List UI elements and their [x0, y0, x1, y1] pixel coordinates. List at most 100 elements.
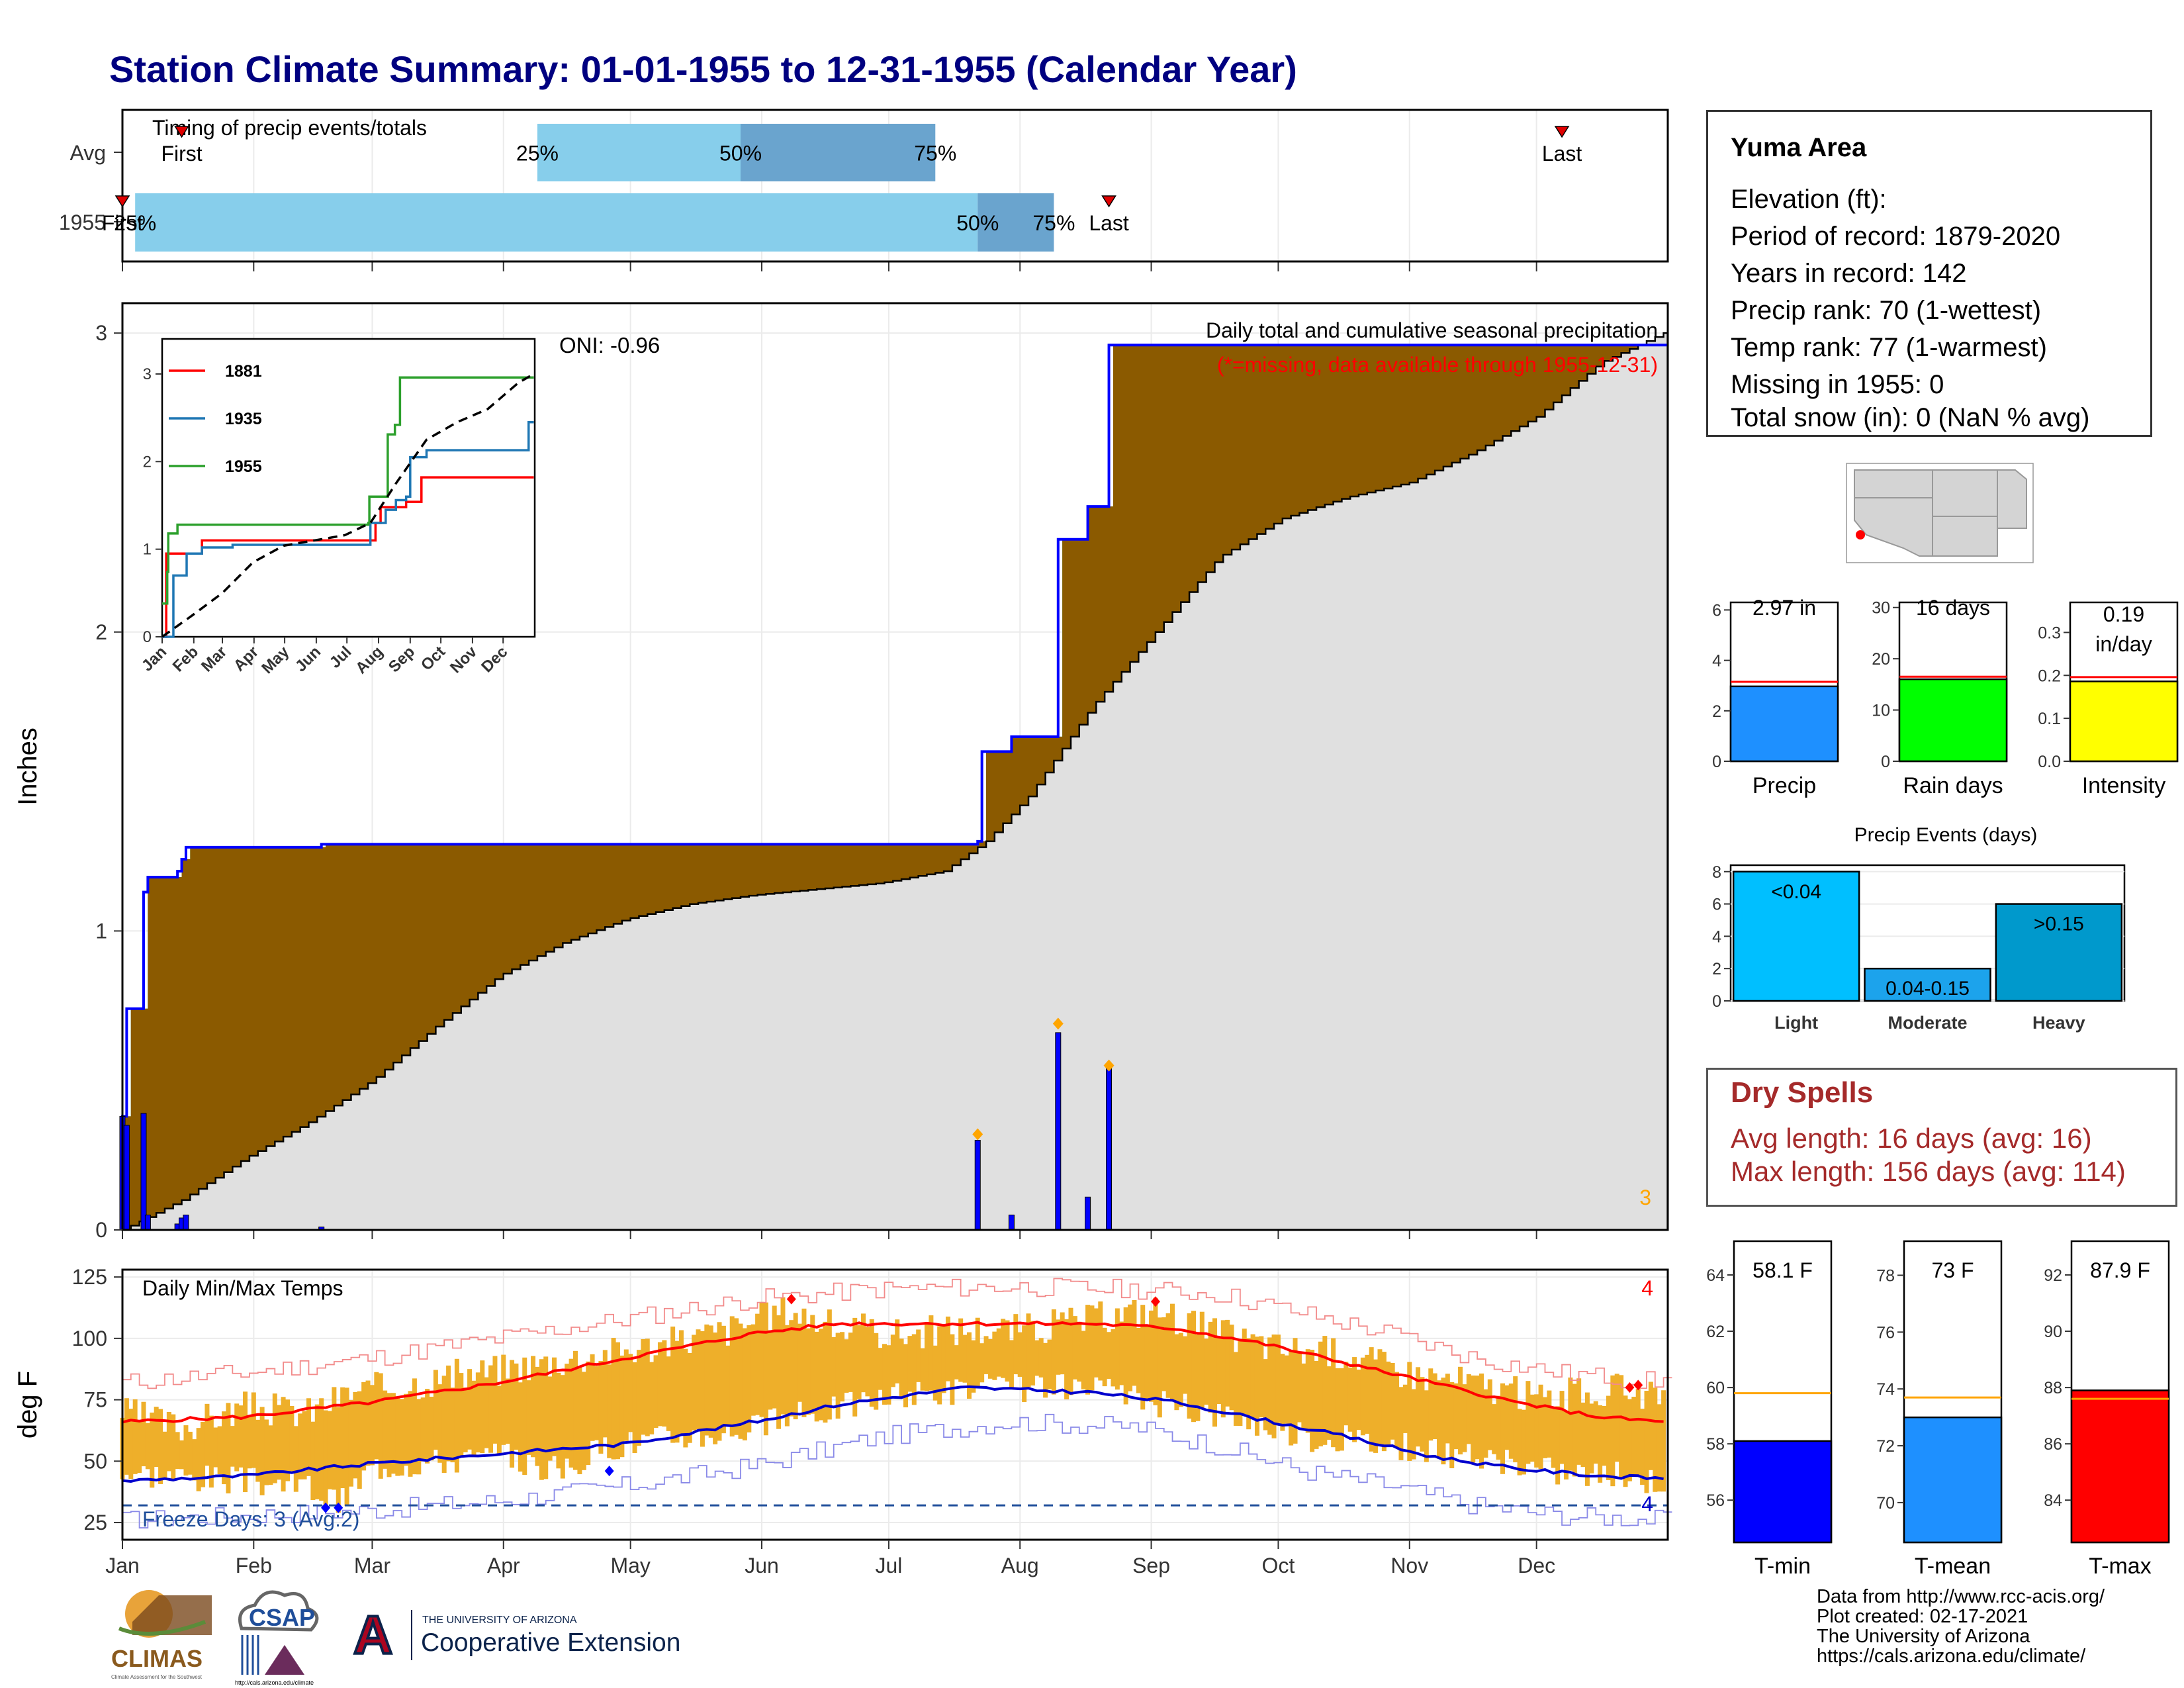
- temp-daily-bar: [222, 1411, 227, 1485]
- temp-daily-bar: [590, 1354, 595, 1441]
- temp-summary-value-T-mean: 73 F: [1931, 1258, 1974, 1282]
- temp-daily-bar: [987, 1338, 993, 1379]
- temp-panel: 25 50 75 100 125 deg F Daily Min/Max Temps 4…: [13, 1265, 1672, 1577]
- temp-daily-bar: [1017, 1332, 1023, 1377]
- temp-summary-label-T-min: T-min: [1754, 1554, 1811, 1579]
- csap-mountain-icon: [265, 1645, 304, 1675]
- temp-daily-bar: [1242, 1329, 1247, 1414]
- temp-daily-bar: [1606, 1395, 1611, 1481]
- temp-daily-bar: [463, 1387, 468, 1452]
- temp-daily-bar: [437, 1384, 443, 1463]
- temp-summary-label-T-mean: T-mean: [1915, 1554, 1991, 1579]
- temp-daily-bar: [819, 1329, 824, 1421]
- temp-daily-bar: [1322, 1336, 1328, 1445]
- temp-daily-bar: [217, 1426, 222, 1475]
- temp-daily-bar: [1107, 1332, 1112, 1379]
- temp-daily-bar: [539, 1359, 544, 1480]
- temp-daily-bar: [784, 1325, 790, 1427]
- temp-daily-bar: [531, 1356, 536, 1458]
- temp-daily-bar: [1174, 1334, 1179, 1411]
- climas-logo: CLIMAS Climate Assessment for the Southw…: [111, 1590, 212, 1680]
- summary-y-tick-label: 0: [1712, 753, 1721, 771]
- temp-daily-bar: [1263, 1359, 1268, 1430]
- temp-daily-bar: [581, 1372, 586, 1470]
- events-y-tick-label: 4: [1712, 927, 1721, 946]
- precip-y-tick-label: 1: [95, 919, 107, 943]
- temp-daily-bar: [827, 1309, 832, 1420]
- temp-daily-bar: [1635, 1389, 1641, 1476]
- temp-daily-bar: [1631, 1397, 1637, 1476]
- summary-y-tick-label: 6: [1712, 601, 1721, 620]
- temp-daily-bar: [890, 1335, 895, 1387]
- temp-daily-bar: [751, 1324, 756, 1416]
- temp-daily-bar: [950, 1334, 955, 1405]
- temp-daily-bar: [1386, 1361, 1391, 1445]
- temp-daily-bar: [941, 1324, 946, 1393]
- temp-daily-bar: [1165, 1313, 1171, 1398]
- temp-daily-bar: [1602, 1405, 1607, 1466]
- temp-daily-bar: [1199, 1311, 1205, 1408]
- timing-first-marker: [114, 195, 130, 208]
- temp-record-low-marker: [334, 1502, 343, 1513]
- temp-daily-bar: [1284, 1355, 1289, 1424]
- temp-daily-bar: [1085, 1305, 1091, 1395]
- temp-daily-bar: [1119, 1321, 1124, 1385]
- month-label: Oct: [1262, 1554, 1295, 1577]
- temp-daily-bar: [162, 1431, 167, 1480]
- temp-record-high-marker: [1633, 1380, 1643, 1391]
- temp-daily-bar: [878, 1348, 883, 1390]
- temp-daily-bar: [1576, 1378, 1582, 1465]
- temp-daily-bar: [814, 1331, 819, 1422]
- summary-value-Rain days: 16 days: [1916, 596, 1990, 620]
- temp-daily-bar: [310, 1421, 316, 1501]
- temp-daily-bar: [835, 1333, 841, 1419]
- temp-title: Daily Min/Max Temps: [142, 1276, 343, 1300]
- temp-daily-bar: [657, 1342, 662, 1427]
- temp-ylabel: deg F: [13, 1371, 42, 1438]
- temp-daily-bar: [1504, 1385, 1510, 1450]
- temp-daily-bar: [1377, 1349, 1383, 1446]
- summary-y-tick-label: 0.3: [2038, 624, 2061, 642]
- temp-daily-bar: [344, 1387, 349, 1507]
- temp-daily-bar: [1153, 1297, 1158, 1405]
- temp-daily-bar: [446, 1365, 451, 1462]
- temp-daily-bar: [1661, 1390, 1666, 1492]
- temp-daily-bar: [1402, 1384, 1408, 1433]
- temp-daily-bar: [547, 1376, 553, 1461]
- timing-last-label: Last: [1089, 211, 1129, 235]
- temp-daily-bar: [1411, 1389, 1416, 1460]
- precip-daily-bar: [1008, 1214, 1015, 1231]
- temp-daily-bar: [882, 1344, 887, 1405]
- temp-daily-bar: [670, 1327, 676, 1443]
- temp-daily-bar: [573, 1350, 578, 1470]
- temp-daily-bar: [852, 1317, 858, 1417]
- temp-daily-bar: [979, 1343, 985, 1383]
- temp-daily-bar: [1178, 1333, 1183, 1407]
- temp-record-low-marker: [604, 1466, 614, 1477]
- precip-daily-bar: [144, 1214, 151, 1231]
- station-info-box: Yuma Area Elevation (ft): Period of reco…: [1706, 110, 2152, 437]
- station-years: Years in record: 142: [1731, 259, 1967, 288]
- month-label: Dec: [1518, 1554, 1555, 1577]
- summary-y-tick-label: 0.0: [2038, 753, 2061, 771]
- temp-daily-bar: [1161, 1317, 1167, 1391]
- temp-summary-y-tick-label: 72: [1876, 1437, 1895, 1456]
- temp-daily-bar: [911, 1334, 917, 1405]
- temp-summary-y-tick-label: 92: [2044, 1266, 2062, 1285]
- temp-summary-label-T-max: T-max: [2089, 1554, 2151, 1579]
- temp-daily-bar: [1310, 1350, 1315, 1452]
- temp-daily-bar: [916, 1329, 921, 1382]
- temp-daily-bar: [433, 1370, 438, 1450]
- timing-bar-q3: [978, 193, 1054, 252]
- temp-daily-bar: [1492, 1404, 1497, 1454]
- temp-summary-y-tick-label: 76: [1876, 1323, 1895, 1342]
- temp-summary-y-tick-label: 88: [2044, 1379, 2062, 1397]
- summary-label-Rain days: Rain days: [1903, 773, 2003, 798]
- summary-y-tick-label: 30: [1872, 599, 1890, 618]
- inset-legend-label-1955: 1955: [225, 457, 262, 476]
- temp-daily-bar: [611, 1338, 616, 1460]
- temp-daily-bar: [1005, 1320, 1010, 1382]
- temp-daily-bar: [1453, 1383, 1459, 1450]
- temp-daily-bar: [1314, 1360, 1319, 1449]
- temp-daily-bar: [895, 1319, 900, 1383]
